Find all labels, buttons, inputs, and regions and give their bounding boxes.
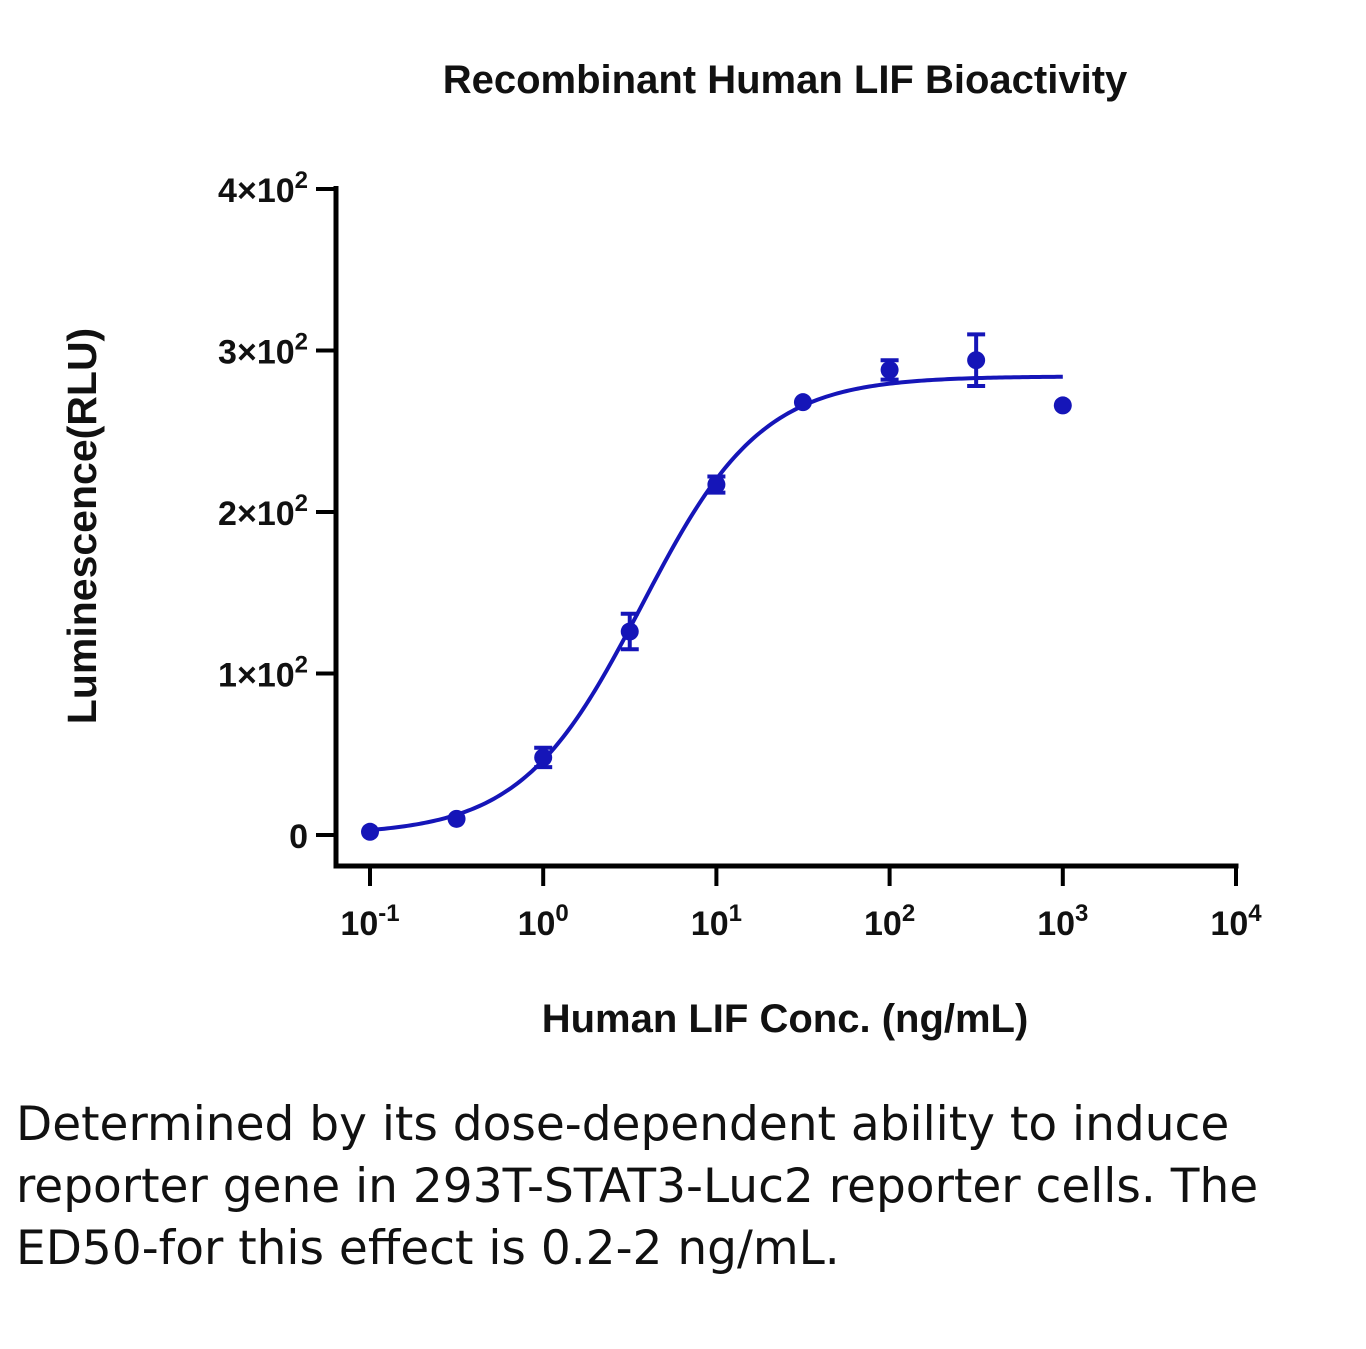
data-point [707,475,726,494]
y-tick-label: 0 [289,818,308,856]
data-point [1053,396,1072,415]
chart-title: Recombinant Human LIF Bioactivity [443,58,1128,102]
y-axis-ticks: 0 1×102 2×102 3×102 4×102 [218,167,336,856]
x-tick-label: 100 [518,900,569,943]
data-point [620,622,639,641]
caption-text: Determined by its dose-dependent ability… [16,1097,1259,1276]
data-point [793,393,812,412]
x-axis-label: Human LIF Conc. (ng/mL) [542,997,1029,1041]
data-point [880,360,899,379]
data-point [967,351,986,370]
fit-curve [369,374,1063,833]
y-tick-label: 4×102 [218,167,308,210]
data-point [534,748,553,767]
x-tick-label: 102 [864,900,915,943]
dose-response-chart: Recombinant Human LIF Bioactivity Lumine… [59,58,1262,1041]
y-tick-label: 1×102 [218,652,308,695]
x-tick-label: 10-1 [340,900,399,943]
data-point [447,809,466,828]
data-points-layer [361,332,1072,841]
x-axis-ticks: 10-1 100 101 102 103 104 [340,866,1262,943]
x-tick-label: 104 [1210,900,1262,943]
fit-curve-layer [369,374,1063,833]
x-tick-label: 101 [691,900,742,943]
y-axis-label: Luminescence(RLU) [59,328,105,724]
x-tick-label: 103 [1037,900,1088,943]
axes [333,186,1239,869]
y-tick-label: 3×102 [218,329,308,372]
y-tick-label: 2×102 [218,490,308,533]
data-point [361,822,379,841]
